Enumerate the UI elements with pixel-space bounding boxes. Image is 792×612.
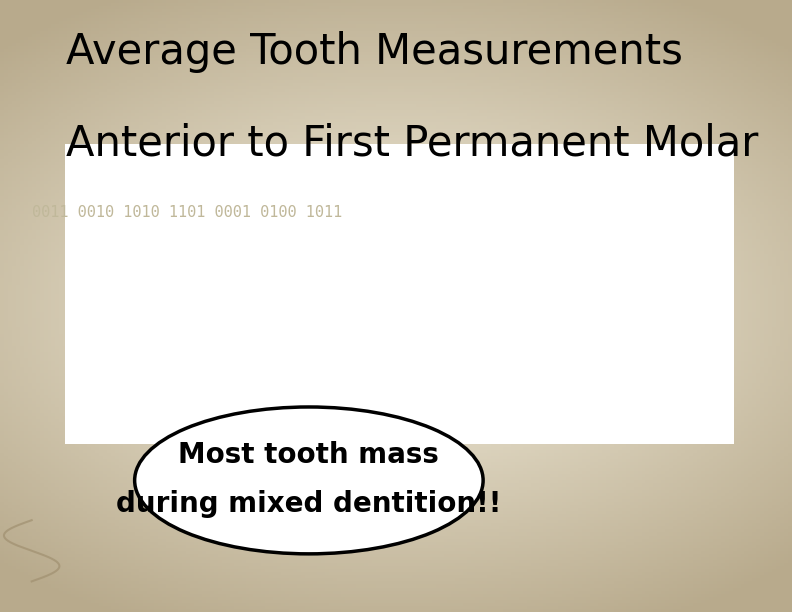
Text: Anterior to First Permanent Molar: Anterior to First Permanent Molar xyxy=(66,122,758,165)
Text: Average Tooth Measurements: Average Tooth Measurements xyxy=(66,31,683,73)
FancyBboxPatch shape xyxy=(65,144,734,444)
Text: during mixed dentition!!: during mixed dentition!! xyxy=(116,490,501,518)
Ellipse shape xyxy=(135,407,483,554)
Text: 0011 0010 1010 1101 0001 0100 1011: 0011 0010 1010 1101 0001 0100 1011 xyxy=(32,205,342,220)
Text: Most tooth mass: Most tooth mass xyxy=(178,441,440,469)
